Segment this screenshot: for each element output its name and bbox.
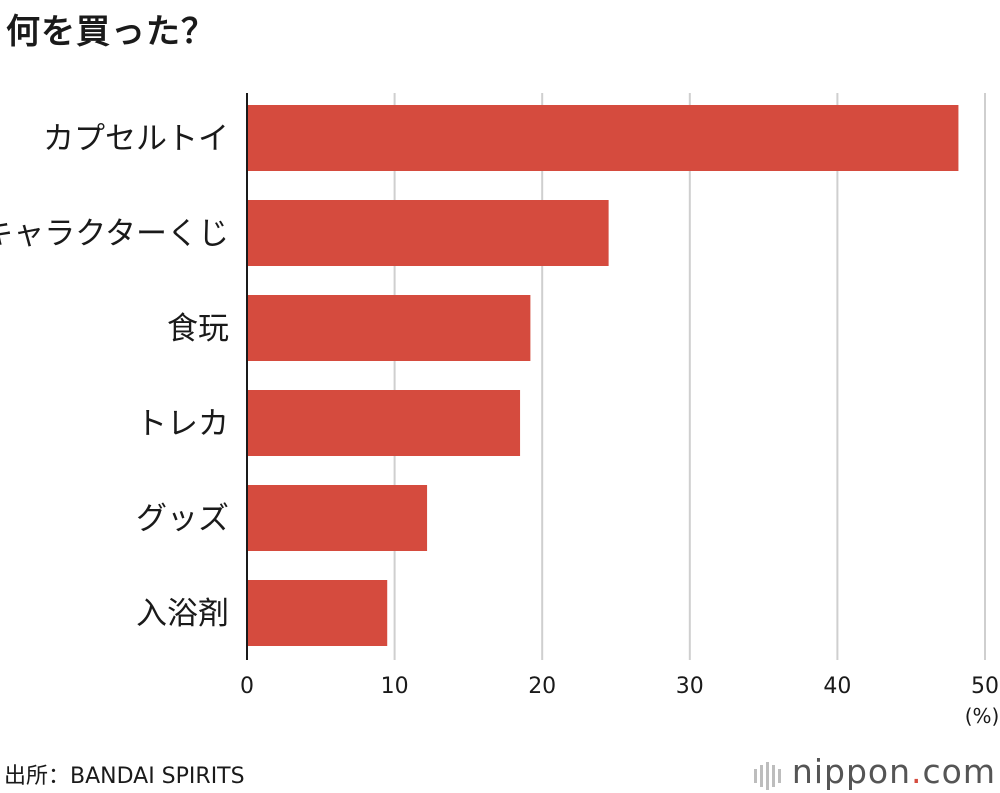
category-label-0: カプセルトイ bbox=[43, 121, 229, 157]
source-note: 出所：BANDAI SPIRITS bbox=[4, 764, 245, 789]
x-tick-label-20: 20 bbox=[528, 674, 556, 699]
brand-dot: . bbox=[911, 752, 923, 791]
brand-bars-icon bbox=[753, 754, 784, 793]
chart-title: 何を買った？ bbox=[6, 12, 216, 52]
x-tick-label-30: 30 bbox=[676, 674, 704, 699]
x-tick-label-40: 40 bbox=[823, 674, 851, 699]
bar-1 bbox=[247, 200, 609, 266]
x-tick-label-50: 50 bbox=[971, 674, 999, 699]
brand-logo[interactable]: nippon.com bbox=[753, 752, 996, 793]
category-label-3: トレカ bbox=[136, 406, 229, 442]
brand-name: nippon bbox=[791, 752, 912, 791]
bar-3 bbox=[247, 390, 521, 456]
category-label-4: グッズ bbox=[136, 501, 229, 537]
bar-5 bbox=[247, 580, 388, 646]
x-tick-label-0: 0 bbox=[240, 674, 254, 699]
x-tick-labels: 0 10 20 30 40 50 bbox=[240, 674, 999, 699]
category-label-1: キャラクターくじ bbox=[0, 216, 229, 252]
bars bbox=[247, 105, 959, 646]
x-tick-label-10: 10 bbox=[381, 674, 409, 699]
grid-lines bbox=[393, 93, 986, 660]
bar-0 bbox=[247, 105, 959, 171]
brand-tld: com bbox=[922, 752, 996, 791]
category-label-5: 入浴剤 bbox=[136, 596, 229, 632]
x-axis-unit: (%) bbox=[965, 704, 1000, 728]
bar-4 bbox=[247, 485, 428, 551]
bar-2 bbox=[247, 295, 531, 361]
category-label-2: 食玩 bbox=[167, 311, 229, 347]
